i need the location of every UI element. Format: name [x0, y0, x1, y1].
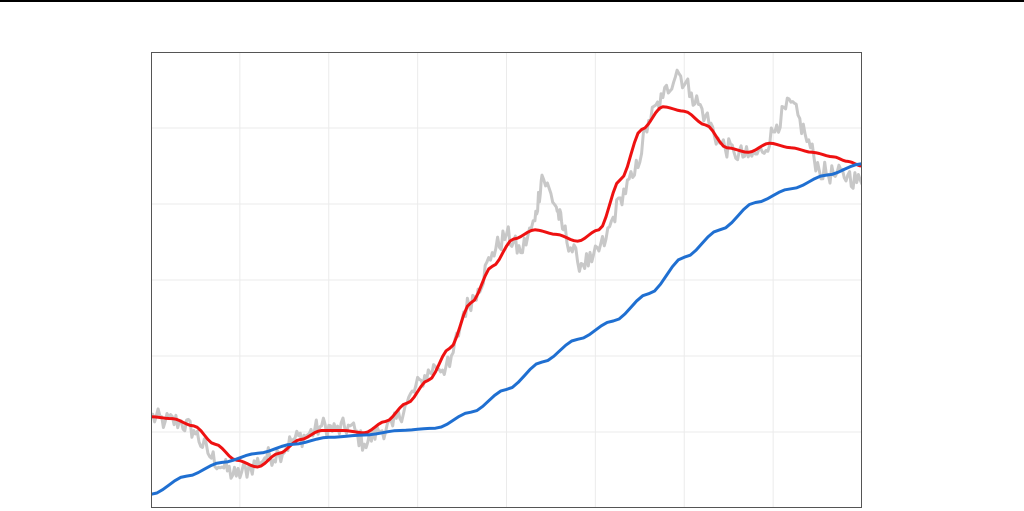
long-moving-average-line [151, 162, 862, 496]
top-rule [0, 0, 1024, 2]
plot-frame [151, 52, 862, 508]
series-lines [151, 68, 862, 496]
raw-price-line [151, 68, 862, 480]
short-moving-average-line [151, 105, 862, 469]
